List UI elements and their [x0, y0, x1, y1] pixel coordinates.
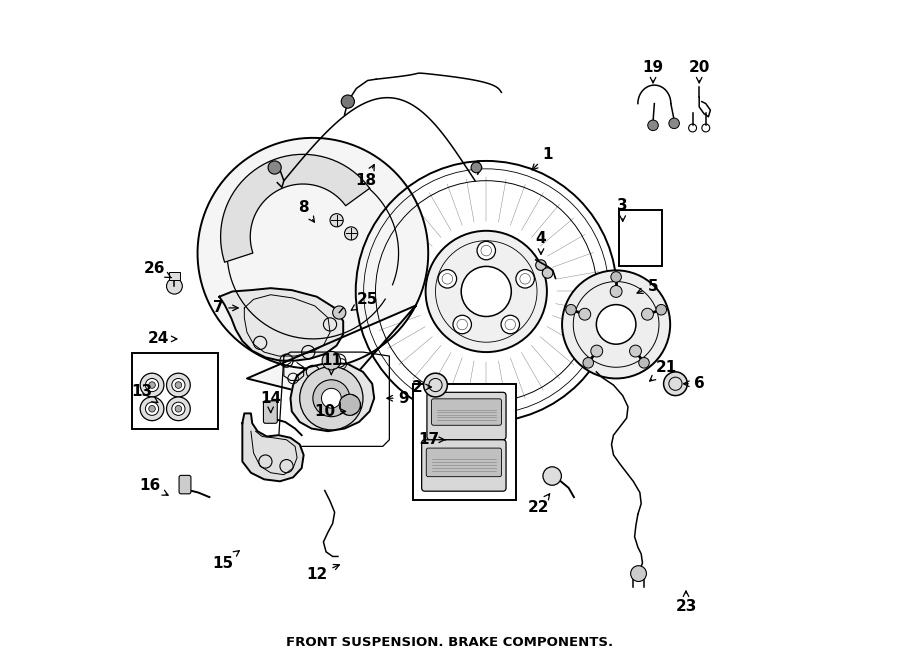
Text: 1: 1: [532, 147, 553, 170]
Circle shape: [268, 161, 281, 174]
Text: 24: 24: [148, 332, 177, 346]
FancyBboxPatch shape: [264, 401, 277, 423]
Circle shape: [172, 379, 185, 392]
Text: 13: 13: [130, 384, 158, 402]
Text: 25: 25: [351, 292, 378, 310]
FancyBboxPatch shape: [427, 393, 506, 440]
Circle shape: [663, 372, 688, 396]
Text: 16: 16: [140, 479, 168, 495]
Text: 9: 9: [387, 391, 410, 406]
Text: 5: 5: [637, 279, 659, 294]
Circle shape: [438, 269, 456, 288]
Text: 18: 18: [356, 165, 376, 188]
Text: 11: 11: [320, 353, 342, 375]
Circle shape: [590, 345, 603, 357]
Polygon shape: [220, 154, 370, 262]
Text: 10: 10: [314, 404, 346, 419]
Circle shape: [630, 345, 642, 357]
Circle shape: [583, 357, 593, 368]
Circle shape: [146, 379, 158, 392]
Circle shape: [166, 278, 183, 294]
Circle shape: [536, 260, 546, 270]
Circle shape: [471, 162, 482, 173]
Circle shape: [611, 271, 621, 282]
Circle shape: [543, 467, 562, 485]
Circle shape: [516, 269, 535, 288]
Circle shape: [345, 227, 357, 240]
Circle shape: [579, 308, 590, 320]
Circle shape: [341, 95, 355, 108]
Circle shape: [148, 406, 156, 412]
Circle shape: [562, 270, 670, 379]
Polygon shape: [197, 138, 428, 392]
Text: 6: 6: [684, 376, 705, 391]
Circle shape: [140, 373, 164, 397]
Circle shape: [669, 118, 680, 128]
Circle shape: [166, 397, 190, 420]
Circle shape: [313, 380, 350, 416]
Circle shape: [148, 382, 156, 389]
FancyBboxPatch shape: [427, 448, 501, 477]
FancyBboxPatch shape: [168, 272, 180, 280]
Text: 20: 20: [688, 60, 710, 83]
FancyBboxPatch shape: [413, 384, 516, 500]
Circle shape: [140, 397, 164, 420]
Polygon shape: [220, 288, 343, 361]
Text: 7: 7: [212, 301, 238, 315]
Circle shape: [426, 231, 547, 352]
Circle shape: [300, 367, 363, 430]
Circle shape: [333, 306, 346, 319]
Circle shape: [424, 373, 447, 397]
Text: 14: 14: [260, 391, 282, 412]
Circle shape: [461, 266, 511, 316]
Text: 19: 19: [643, 60, 663, 83]
FancyBboxPatch shape: [132, 353, 218, 429]
Text: 3: 3: [617, 198, 628, 221]
Circle shape: [656, 305, 667, 315]
Polygon shape: [291, 363, 374, 431]
Text: FRONT SUSPENSION. BRAKE COMPONENTS.: FRONT SUSPENSION. BRAKE COMPONENTS.: [286, 636, 614, 649]
Circle shape: [648, 120, 658, 130]
Text: 12: 12: [306, 565, 339, 583]
Circle shape: [453, 315, 472, 334]
Text: 15: 15: [212, 551, 239, 571]
Circle shape: [631, 566, 646, 581]
Circle shape: [146, 402, 158, 415]
Circle shape: [639, 357, 649, 368]
Text: 17: 17: [418, 432, 446, 448]
Text: 2: 2: [411, 379, 431, 395]
Text: 23: 23: [675, 591, 697, 614]
Polygon shape: [242, 413, 303, 481]
Text: 26: 26: [144, 261, 171, 277]
Text: 21: 21: [650, 359, 677, 381]
Circle shape: [166, 373, 190, 397]
Circle shape: [610, 285, 622, 297]
Circle shape: [642, 308, 653, 320]
Circle shape: [501, 315, 519, 334]
Circle shape: [477, 242, 496, 260]
Circle shape: [172, 402, 185, 415]
Text: 22: 22: [528, 494, 550, 515]
Circle shape: [543, 267, 553, 278]
Circle shape: [321, 389, 341, 408]
FancyBboxPatch shape: [179, 475, 191, 494]
Circle shape: [330, 214, 343, 227]
Circle shape: [597, 305, 636, 344]
Circle shape: [566, 305, 576, 315]
Text: 8: 8: [298, 199, 314, 222]
Circle shape: [339, 395, 360, 415]
Text: 4: 4: [536, 231, 546, 254]
Circle shape: [322, 352, 340, 370]
FancyBboxPatch shape: [431, 399, 501, 425]
Circle shape: [176, 406, 182, 412]
FancyBboxPatch shape: [422, 440, 506, 491]
Circle shape: [176, 382, 182, 389]
